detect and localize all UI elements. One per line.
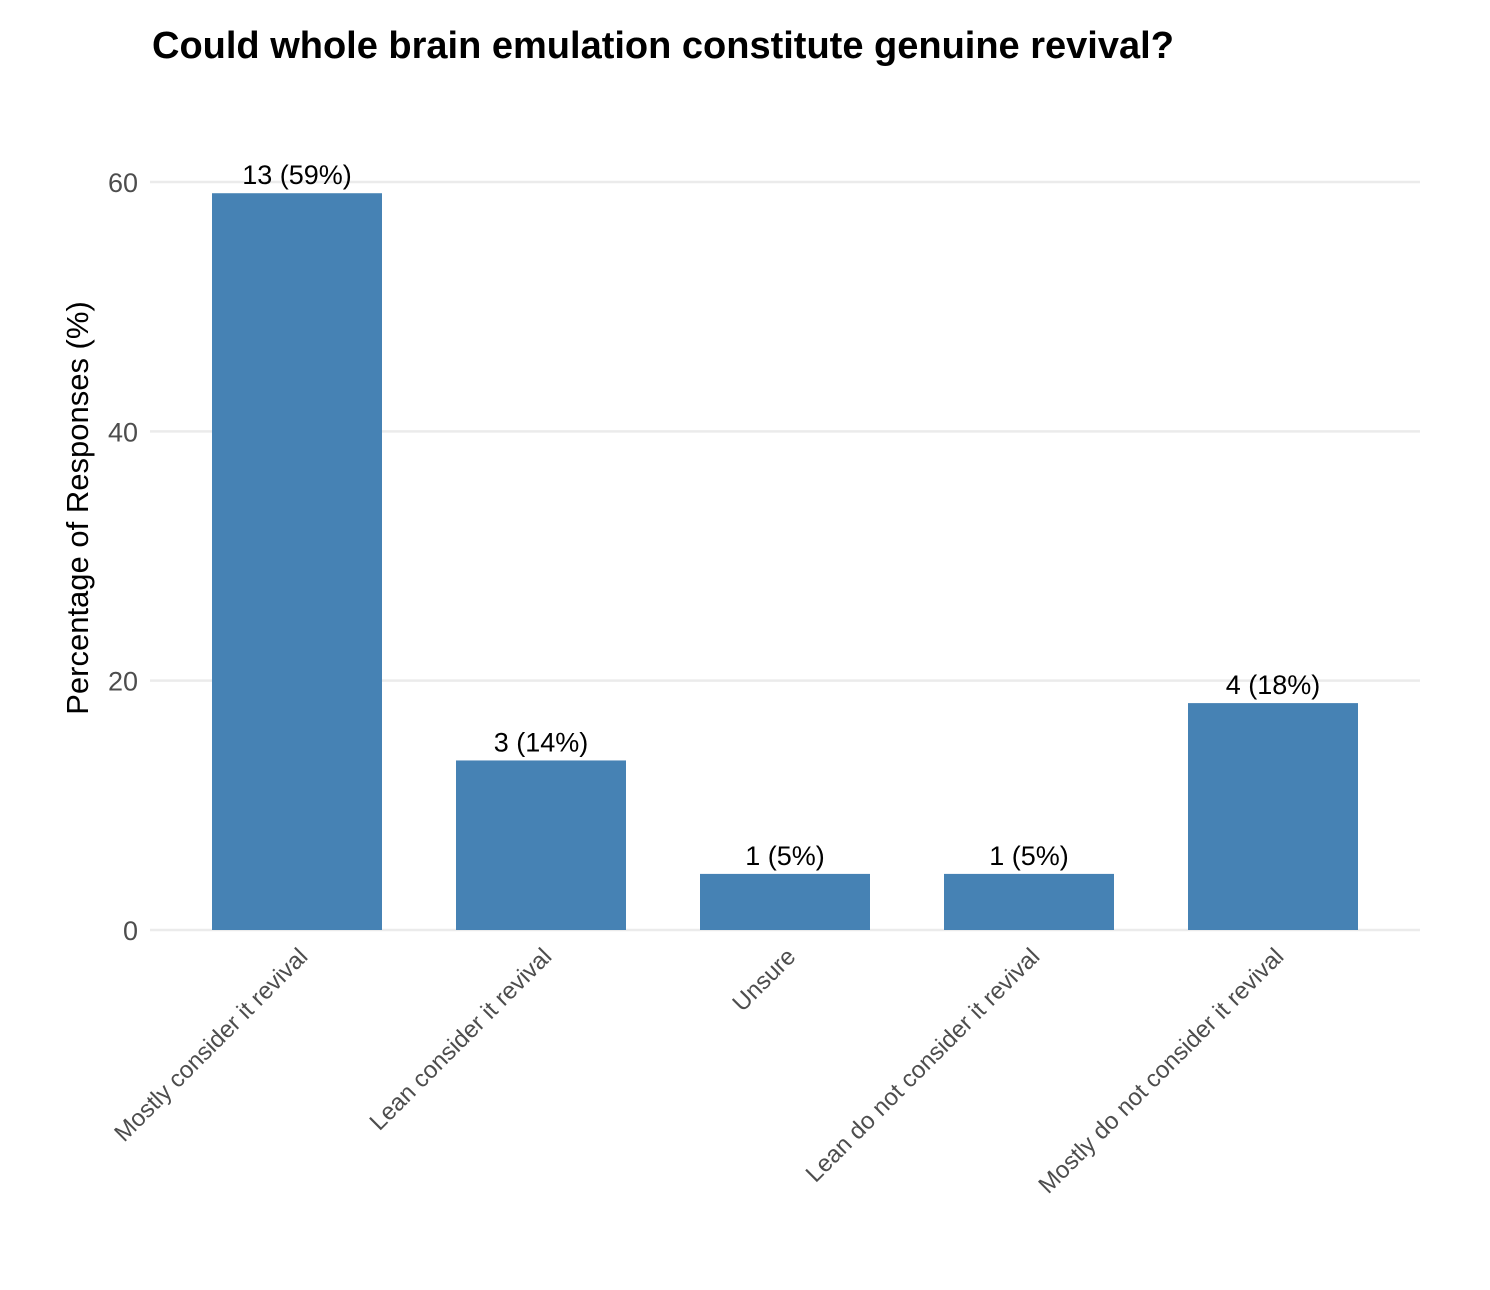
x-tick-label: Lean do not consider it revival <box>801 943 1046 1188</box>
bar-data-label: 4 (18%) <box>1226 670 1321 700</box>
bar <box>1188 703 1358 930</box>
bar <box>212 193 382 931</box>
x-tick-label: Mostly consider it revival <box>109 943 313 1147</box>
x-axis-ticks: Mostly consider it revival Lean consider … <box>109 943 1289 1199</box>
x-tick-label: Unsure <box>727 943 801 1017</box>
y-tick-label: 20 <box>108 667 138 697</box>
x-tick-label: Lean consider it revival <box>365 943 558 1136</box>
bar-data-label: 1 (5%) <box>989 841 1069 871</box>
chart-title: Could whole brain emulation constitute g… <box>152 25 1174 67</box>
y-tick-label: 0 <box>123 916 138 946</box>
bar-data-label: 3 (14%) <box>494 727 589 757</box>
bar-data-label: 1 (5%) <box>745 841 825 871</box>
x-tick-label: Mostly do not consider it revival <box>1033 943 1289 1199</box>
data-labels: 13 (59%) 3 (14%) 1 (5%) 1 (5%) 4 (18%) <box>242 160 1320 871</box>
y-axis-ticks: 0 20 40 60 <box>108 168 138 946</box>
bar-data-label: 13 (59%) <box>242 160 352 190</box>
bars <box>212 193 1358 931</box>
y-tick-label: 40 <box>108 417 138 447</box>
bar <box>700 873 870 930</box>
y-tick-label: 60 <box>108 168 138 198</box>
bar <box>456 760 626 930</box>
bar <box>944 873 1114 930</box>
y-axis-title: Percentage of Responses (%) <box>60 301 95 715</box>
